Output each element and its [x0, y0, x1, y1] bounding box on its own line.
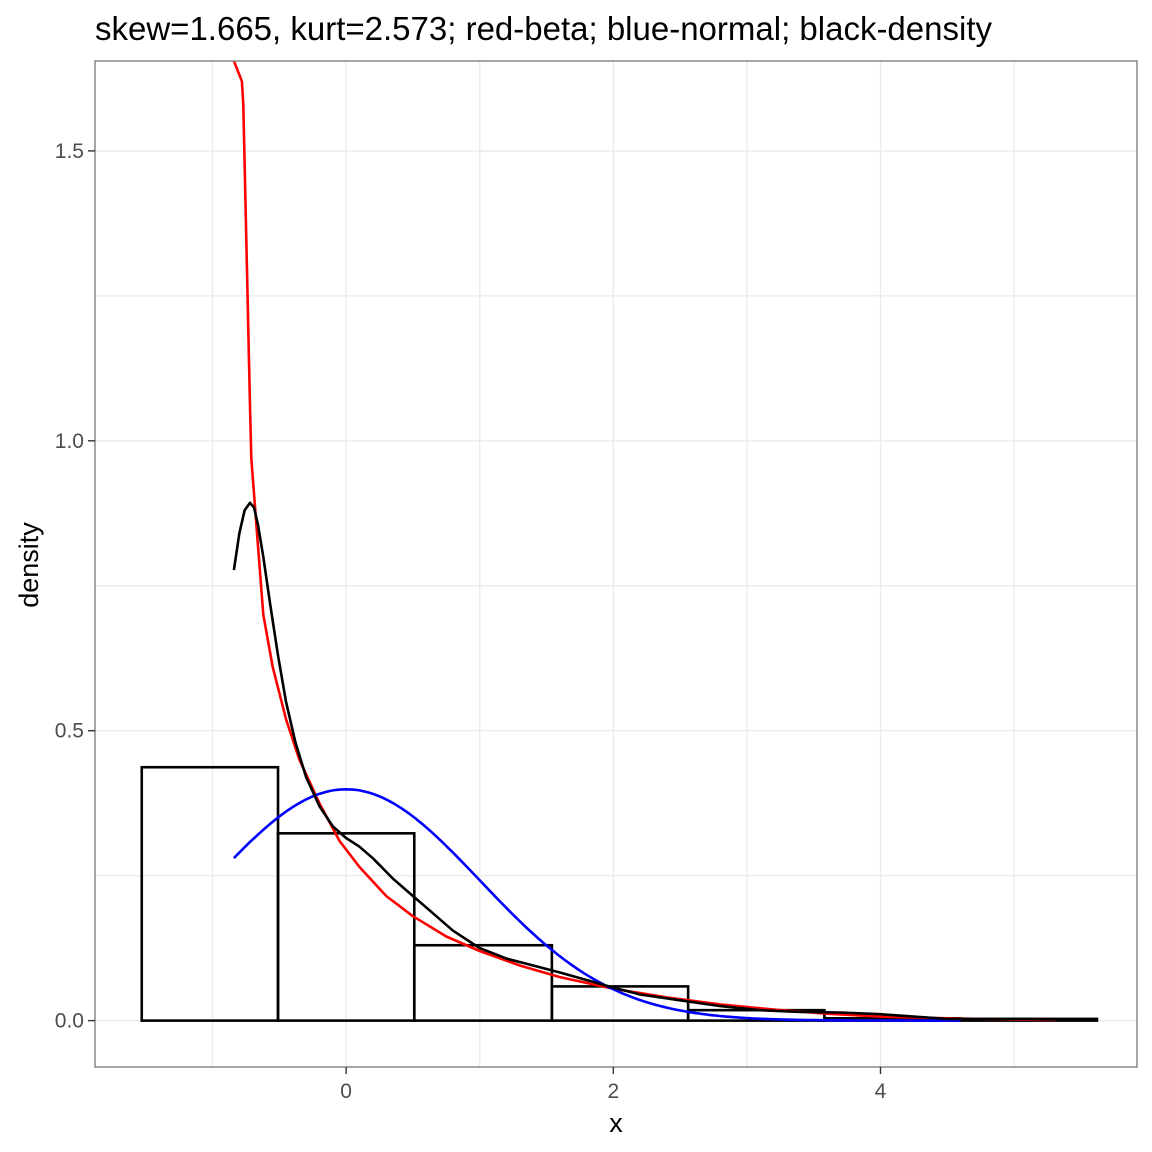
y-tick-label: 1.5	[55, 140, 84, 163]
histogram-layer	[140, 765, 1099, 1022]
x-tick-label: 2	[607, 1080, 619, 1103]
x-axis-title: x	[609, 1108, 623, 1138]
y-tick-label: 1.0	[55, 430, 84, 453]
histogram-bar	[276, 832, 416, 1022]
histogram-bar	[140, 765, 280, 1022]
blue-normal-curve	[232, 787, 961, 1022]
curve-layer	[232, 60, 1097, 1022]
chart-title: skew=1.665, kurt=2.573; red-beta; blue-n…	[95, 10, 992, 47]
x-tick-label: 0	[340, 1080, 352, 1103]
y-tick-label: 0.0	[55, 1010, 84, 1033]
axis-layer: 0 2 4 0.0 0.5 1.0 1.5	[55, 140, 887, 1103]
histogram-bar	[412, 943, 554, 1022]
plot-panel-border	[94, 60, 1138, 1068]
black-density-curve	[232, 501, 1097, 1021]
y-axis-title: density	[14, 522, 44, 608]
histogram-bar	[550, 985, 690, 1022]
grid-layer	[95, 61, 1137, 1067]
y-tick-label: 0.5	[55, 720, 84, 743]
x-tick-label: 4	[875, 1080, 887, 1103]
